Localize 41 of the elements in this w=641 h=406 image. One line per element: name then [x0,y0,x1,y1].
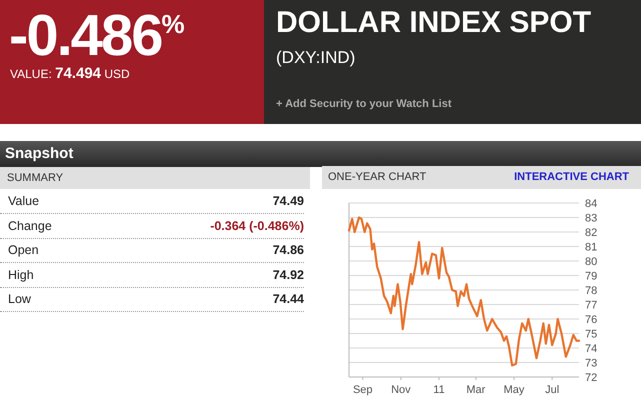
y-tick-label: 73 [585,358,598,370]
y-tick-label: 76 [585,314,598,326]
x-tick-label: Sep [352,384,373,396]
text: Value [8,194,40,208]
y-tick-label: 83 [585,212,598,224]
x-tick-label: Jul [545,384,560,396]
y-tick-label: 81 [585,242,598,254]
text: High [8,268,34,282]
y-tick-label: 75 [585,328,598,340]
text: SUMMARY [7,172,64,184]
text: (DXY:IND) [276,48,356,68]
text: 74.86 [272,243,304,257]
text: Low [8,292,31,306]
text: USD [103,67,130,81]
text: Change [8,218,52,232]
text: 74.92 [272,268,304,282]
text: DOLLAR INDEX SPOT [276,6,592,40]
x-tick-label: 11 [433,384,445,396]
text: + Add Security to your Watch List [276,98,452,110]
y-tick-label: 82 [585,227,598,239]
y-tick-label: 79 [585,270,598,282]
chart-title: ONE-YEAR CHART [328,171,426,183]
text: 74.44 [272,292,304,306]
text: INTERACTIVE CHART [514,171,629,183]
x-tick-label: Mar [466,384,486,396]
y-tick-label: 77 [585,300,598,312]
text: Snapshot [5,145,74,162]
text: VALUE: [10,67,53,81]
y-tick-label: 72 [585,372,598,384]
y-tick-label: 80 [585,256,598,268]
y-tick-label: 74 [585,343,598,355]
y-tick-label: 84 [585,198,598,210]
x-tick-label: May [504,384,525,396]
y-tick-label: 78 [585,285,598,297]
text: Open [8,243,39,257]
x-tick-label: Nov [391,384,412,396]
text: -0.364 (-0.486%) [210,218,304,232]
text: 74.49 [272,194,304,208]
text: 74.494 [55,65,102,82]
text: -0.486$^{%}$ [9,2,185,68]
line-series [348,216,580,366]
